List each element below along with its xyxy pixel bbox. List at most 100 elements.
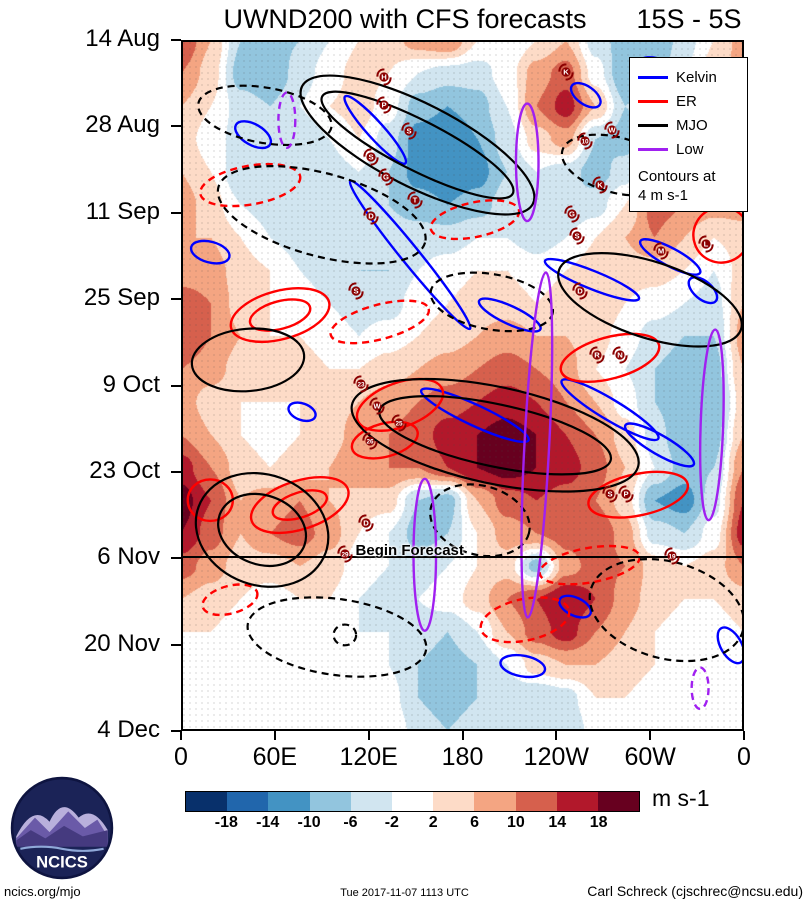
y-tick-label: 25 Sep (83, 284, 160, 312)
cyclone-icon: W (369, 397, 385, 415)
storm-marker-s: S (362, 148, 379, 166)
cyclone-icon: G (564, 205, 580, 223)
mjo-contour (350, 377, 640, 493)
kelvin-contour (189, 239, 231, 265)
er-contour (559, 332, 661, 383)
y-tick-mark (171, 298, 181, 301)
svg-text:G: G (569, 210, 575, 219)
legend-line-er (638, 99, 668, 103)
svg-text:S: S (368, 152, 373, 161)
kelvin-contour (687, 276, 719, 305)
x-tick-mark (180, 731, 182, 740)
cyclone-icon: R (589, 346, 605, 364)
storm-marker-p: P (376, 96, 393, 114)
svg-text:P: P (623, 490, 628, 499)
cyclone-icon: P (618, 485, 634, 503)
legend-entry-mjo: MJO (638, 113, 743, 137)
kelvin-contour (558, 594, 593, 619)
kelvin-contour (343, 94, 408, 165)
er-contour (199, 162, 302, 208)
legend-entry-kelvin: Kelvin (638, 65, 743, 89)
er-contour (329, 299, 431, 345)
footer-timestamp: Tue 2017-11-07 1113 UTC (340, 887, 469, 899)
mjo-contour (332, 623, 358, 647)
storm-marker-w: W (368, 397, 385, 415)
y-tick-label: 4 Dec (97, 716, 160, 743)
ncics-logo: NCICS (10, 776, 114, 880)
y-tick-mark (171, 39, 181, 41)
kelvin-contour (287, 401, 317, 423)
y-tick-label: 14 Aug (85, 25, 160, 52)
storm-marker-k: K (591, 176, 608, 194)
cyclone-icon: D (363, 207, 379, 225)
storm-marker-m: M (653, 242, 670, 260)
cyclone-icon: D (358, 514, 374, 532)
colorbar-tick-label: -18 (214, 814, 238, 831)
cyclone-icon: S (602, 485, 618, 503)
svg-text:S: S (607, 490, 612, 499)
cyclone-icon: D (572, 282, 588, 300)
mjo-contour (299, 74, 536, 216)
colorbar-tick-label: 14 (548, 814, 567, 831)
kelvin-contour (623, 422, 696, 468)
legend-box: Kelvin ER MJO Low Contours at 4 m s-1 (629, 57, 748, 212)
colorbar-segment-5 (391, 792, 434, 811)
mjo-contour (246, 596, 428, 678)
y-tick-label: 20 Nov (83, 629, 160, 657)
svg-text:W: W (373, 402, 381, 411)
colorbar-segment-10 (597, 792, 640, 811)
kelvin-contour (569, 81, 602, 109)
legend-label-mjo: MJO (676, 116, 708, 134)
wave-contour-overlay (186, 56, 744, 711)
colorbar-units-label: m s-1 (652, 785, 710, 811)
y-tick-label: 28 Aug (85, 111, 160, 139)
y-tick-mark (171, 730, 181, 732)
kelvin-contour (234, 120, 273, 150)
low-contour (698, 328, 725, 522)
storm-marker-n: N (612, 346, 629, 364)
svg-text:G: G (383, 172, 389, 181)
cyclone-icon: P (376, 96, 392, 114)
kelvin-contour (716, 626, 744, 665)
mjo-contour (194, 471, 330, 588)
svg-text:R: R (594, 351, 600, 360)
svg-text:H: H (381, 73, 387, 82)
er-contour (350, 420, 419, 460)
storm-marker-s: S (602, 485, 619, 503)
cyclone-icon: M (653, 242, 669, 260)
legend-line-mjo (638, 123, 668, 127)
er-contour (186, 478, 234, 523)
logo-text: NCICS (36, 853, 88, 872)
cyclone-icon: 29 (337, 545, 353, 563)
svg-text:T: T (413, 196, 418, 205)
svg-text:P: P (382, 101, 387, 110)
svg-text:D: D (368, 212, 374, 221)
colorbar-segment-2 (268, 792, 310, 811)
colorbar-segment-7 (474, 792, 516, 811)
svg-text:10: 10 (582, 138, 590, 145)
colorbar-tick-label: -2 (384, 814, 399, 831)
legend-entry-er: ER (638, 89, 743, 113)
cyclone-icon: H (376, 68, 392, 86)
x-tick-label: 0 (737, 743, 751, 771)
footer-author: Carl Schreck (cjschrec@ncsu.edu) (587, 883, 803, 899)
cyclone-icon: 19 (664, 547, 680, 565)
cyclone-icon: K (558, 63, 574, 81)
legend-line-kelvin (638, 75, 668, 79)
mjo-contour (216, 165, 427, 265)
er-contour (355, 377, 445, 432)
storm-marker-29: 29 (336, 545, 353, 563)
cyclone-icon: 10 (577, 132, 593, 150)
svg-text:19: 19 (668, 554, 676, 561)
colorbar-segment-6 (433, 792, 475, 811)
storm-marker-s: S (568, 227, 585, 245)
legend-contour-note-line2: 4 m s-1 (638, 187, 689, 204)
mjo-contour (378, 395, 613, 476)
latitude-range-label: 15S - 5S (636, 4, 742, 34)
y-tick-label: 6 Nov (97, 543, 160, 571)
y-tick-mark (171, 384, 181, 387)
x-tick-label: 0 (174, 743, 188, 771)
y-tick-mark (171, 211, 181, 214)
svg-text:S: S (406, 127, 411, 136)
colorbar-tick-label: 6 (470, 814, 479, 831)
